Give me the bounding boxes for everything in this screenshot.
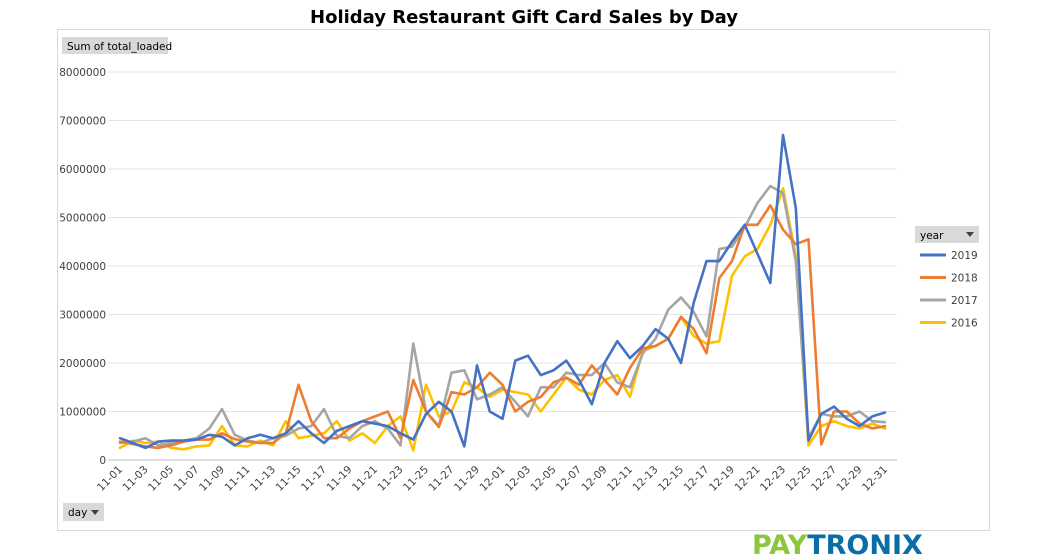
- x-tick-label: 11-23: [376, 464, 406, 494]
- legend-label-2018: 2018: [951, 273, 978, 285]
- dropdown-arrow-icon: [91, 510, 99, 515]
- x-tick-label: 12-07: [554, 464, 584, 494]
- x-tick-label: 11-27: [427, 464, 457, 494]
- x-tick-label: 12-25: [784, 464, 814, 494]
- gridlines: [108, 71, 897, 461]
- x-tick-label: 12-17: [682, 464, 712, 494]
- paytronix-logo: PAYTRONIX: [752, 530, 923, 557]
- x-tick-label: 12-29: [835, 464, 865, 494]
- x-tick-label: 11-19: [325, 464, 355, 494]
- x-tick-label: 12-31: [860, 464, 890, 494]
- x-tick-label: 12-21: [733, 464, 763, 494]
- x-axis-ticks: 11-0111-0311-0511-0711-0911-1111-1311-15…: [95, 464, 890, 494]
- x-tick-label: 12-05: [529, 464, 559, 494]
- y-tick-label: 4000000: [59, 261, 106, 273]
- x-tick-label: 11-03: [121, 464, 151, 494]
- x-tick-label: 11-07: [172, 464, 202, 494]
- y-tick-label: 0: [99, 455, 106, 467]
- x-tick-label: 12-09: [580, 464, 610, 494]
- legend-label-2016: 2016: [951, 318, 978, 330]
- x-tick-label: 12-23: [758, 464, 788, 494]
- legend-label-2019: 2019: [951, 250, 978, 262]
- series-line-2019: [118, 133, 887, 450]
- plot-area-border: [57, 29, 990, 531]
- y-tick-label: 3000000: [59, 310, 106, 322]
- value-field-label: Sum of total_loaded: [67, 41, 172, 53]
- x-tick-label: 11-13: [248, 464, 278, 494]
- y-tick-label: 8000000: [59, 67, 106, 79]
- x-tick-label: 11-05: [146, 464, 176, 494]
- x-tick-label: 11-29: [452, 464, 482, 494]
- series-line-2016: [118, 187, 887, 452]
- y-tick-label: 6000000: [59, 164, 106, 176]
- chart-title: Holiday Restaurant Gift Card Sales by Da…: [310, 7, 738, 28]
- x-tick-label: 12-13: [631, 464, 661, 494]
- legend-items: 2019 2018 2017 2016: [920, 250, 978, 330]
- x-tick-label: 12-01: [478, 464, 508, 494]
- x-tick-label: 12-11: [605, 464, 635, 494]
- value-field-button[interactable]: Sum of total_loaded: [62, 37, 172, 54]
- axis-field-label: day: [68, 507, 87, 519]
- legend: year 2019 2018 2017 2016: [915, 226, 979, 330]
- x-tick-label: 11-15: [274, 464, 304, 494]
- legend-field-button[interactable]: year: [915, 226, 979, 243]
- y-tick-label: 5000000: [59, 213, 106, 225]
- x-tick-label: 11-01: [95, 464, 125, 494]
- dropdown-arrow-icon: [966, 232, 974, 237]
- y-tick-label: 7000000: [59, 116, 106, 128]
- legend-title: year: [920, 230, 944, 242]
- x-tick-label: 12-19: [707, 464, 737, 494]
- series-lines: [118, 133, 887, 452]
- axis-field-button[interactable]: day: [63, 503, 104, 521]
- legend-label-2017: 2017: [951, 295, 978, 307]
- y-axis-ticks: 0 1000000 2000000 3000000 4000000 5000000 6000…: [59, 67, 106, 467]
- x-tick-label: 11-21: [350, 464, 380, 494]
- logo-part-2: TRONIX: [807, 530, 923, 557]
- svg-text:PAYTRONIX: PAYTRONIX: [752, 530, 923, 557]
- logo-part-1: PAY: [752, 530, 808, 557]
- x-tick-label: 11-09: [197, 464, 227, 494]
- series-line-2018: [118, 204, 887, 450]
- y-tick-label: 1000000: [59, 407, 106, 419]
- x-tick-label: 12-27: [809, 464, 839, 494]
- x-tick-label: 11-17: [299, 464, 329, 494]
- x-tick-label: 12-15: [656, 464, 686, 494]
- y-tick-label: 2000000: [59, 358, 106, 370]
- x-tick-label: 12-03: [503, 464, 533, 494]
- x-tick-label: 11-11: [223, 464, 253, 494]
- x-tick-label: 11-25: [401, 464, 431, 494]
